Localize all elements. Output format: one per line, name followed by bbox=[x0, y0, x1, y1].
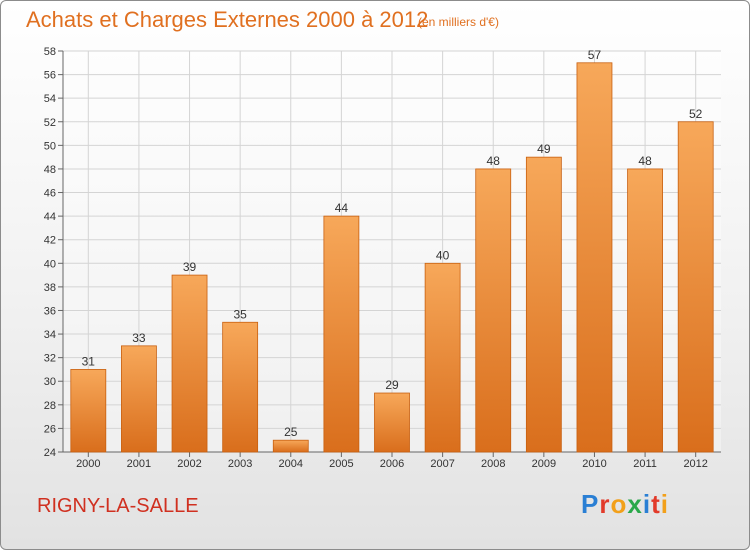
data-label-2006: 29 bbox=[385, 378, 399, 392]
bar-2004 bbox=[272, 439, 309, 453]
chart-subtitle: (en milliers d'€) bbox=[418, 15, 499, 29]
proxiti-logo[interactable]: Proxiti bbox=[581, 489, 669, 520]
y-tick-label: 50 bbox=[44, 140, 56, 152]
commune-name: RIGNY-LA-SALLE bbox=[37, 495, 199, 517]
logo-letter: P bbox=[581, 489, 600, 519]
x-tick-label-2002: 2002 bbox=[177, 458, 201, 470]
y-tick-label: 24 bbox=[44, 447, 56, 459]
x-tick-label-2005: 2005 bbox=[329, 458, 353, 470]
data-label-2009: 49 bbox=[537, 142, 551, 156]
y-tick-label: 46 bbox=[44, 188, 56, 200]
y-tick-label: 42 bbox=[44, 235, 56, 247]
x-tick-label-2008: 2008 bbox=[481, 458, 505, 470]
data-labels: 31 33 39 35 25 44 29 40 48 49 57 48 52 bbox=[82, 48, 703, 439]
y-tick-label: 56 bbox=[44, 70, 56, 82]
y-tick-label: 28 bbox=[44, 400, 56, 412]
y-tick-label: 48 bbox=[44, 164, 56, 176]
bar-2006 bbox=[374, 392, 410, 453]
bar-2005 bbox=[323, 215, 360, 453]
x-tick-label-2009: 2009 bbox=[532, 458, 556, 470]
y-tick-label: 38 bbox=[44, 282, 56, 294]
y-tick-label: 36 bbox=[44, 305, 56, 317]
data-label-2012: 52 bbox=[689, 107, 703, 121]
bar-2010 bbox=[576, 62, 613, 453]
x-tick-label-2011: 2011 bbox=[633, 458, 657, 470]
x-tick-label-2006: 2006 bbox=[380, 458, 404, 470]
bar-2011 bbox=[627, 168, 663, 453]
x-tick-label-2004: 2004 bbox=[279, 458, 303, 470]
bar-2012 bbox=[677, 121, 714, 453]
logo-letter: r bbox=[599, 489, 611, 519]
x-tick-label-2012: 2012 bbox=[683, 458, 707, 470]
data-label-2001: 33 bbox=[132, 331, 146, 345]
data-label-2002: 39 bbox=[183, 260, 197, 274]
y-tick-label: 40 bbox=[44, 258, 56, 270]
y-tick-label: 52 bbox=[44, 117, 56, 129]
y-tick-label: 26 bbox=[44, 423, 56, 435]
x-tick-label-2007: 2007 bbox=[430, 458, 454, 470]
bar-2000 bbox=[70, 369, 107, 453]
bars bbox=[70, 62, 714, 453]
logo-letter: t bbox=[651, 489, 661, 519]
data-label-2004: 25 bbox=[284, 425, 298, 439]
y-tick-label: 32 bbox=[44, 353, 56, 365]
logo-letter: i bbox=[660, 489, 669, 519]
x-tick-label-2001: 2001 bbox=[127, 458, 151, 470]
bar-2002 bbox=[171, 274, 208, 453]
bar-2009 bbox=[525, 156, 562, 453]
logo-letter: x bbox=[627, 489, 643, 519]
data-label-2008: 48 bbox=[487, 154, 501, 168]
bar-2003 bbox=[222, 321, 259, 453]
y-tick-label: 44 bbox=[44, 211, 56, 223]
data-label-2011: 48 bbox=[638, 154, 652, 168]
bar-2001 bbox=[121, 345, 157, 453]
data-label-2005: 44 bbox=[335, 201, 349, 215]
y-tick-label: 34 bbox=[44, 329, 56, 341]
x-tick-label-2010: 2010 bbox=[582, 458, 606, 470]
bar-2008 bbox=[475, 168, 512, 453]
logo-letter: o bbox=[610, 489, 628, 519]
data-label-2010: 57 bbox=[588, 48, 602, 62]
data-label-2007: 40 bbox=[436, 248, 450, 262]
logo-letter: i bbox=[642, 489, 652, 519]
data-label-2003: 35 bbox=[233, 307, 247, 321]
x-tick-label-2003: 2003 bbox=[228, 458, 252, 470]
chart-title: Achats et Charges Externes 2000 à 2012 bbox=[26, 7, 429, 32]
y-tick-label: 58 bbox=[44, 46, 56, 58]
y-tick-label: 30 bbox=[44, 376, 56, 388]
data-label-2000: 31 bbox=[82, 354, 96, 368]
y-tick-label: 54 bbox=[44, 93, 56, 105]
bar-2007 bbox=[424, 262, 461, 453]
x-tick-label-2000: 2000 bbox=[76, 458, 100, 470]
